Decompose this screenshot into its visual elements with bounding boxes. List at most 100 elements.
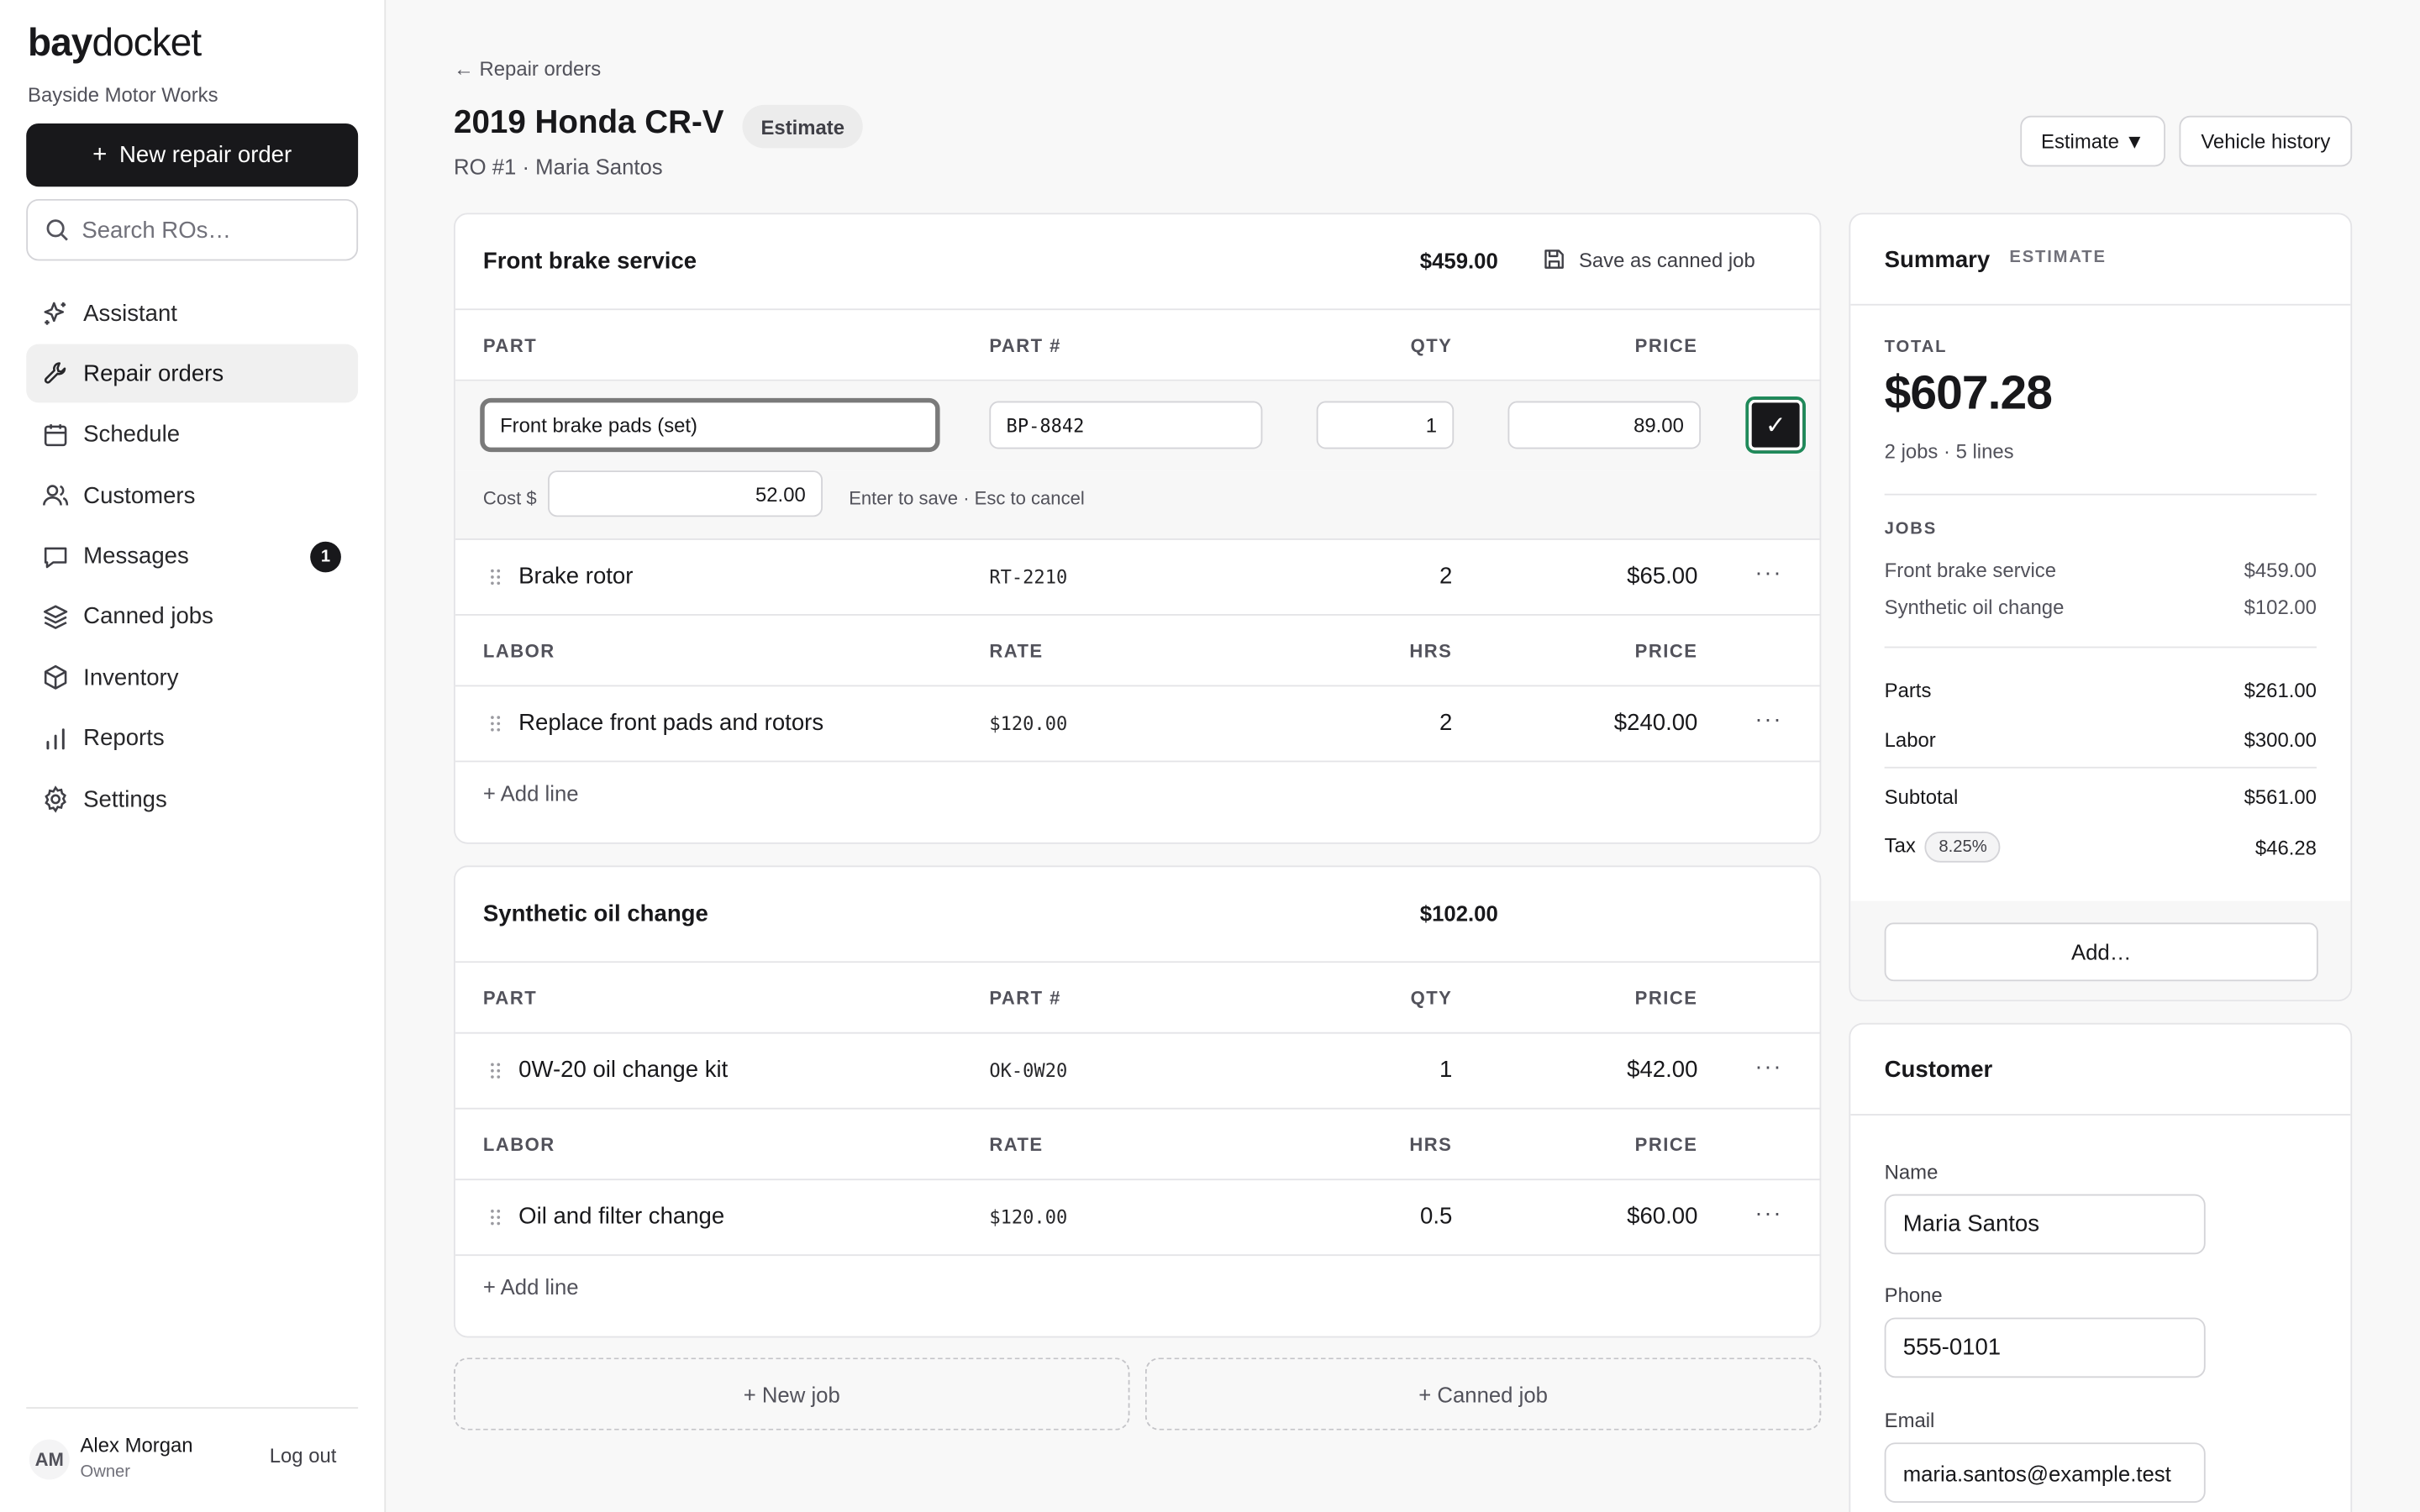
summary-status-tag: ESTIMATE: [2009, 248, 2107, 267]
table-row[interactable]: 0W-20 oil change kit OK-0W20 1 $42.00 ··…: [455, 1034, 1820, 1110]
add-line-button[interactable]: + Add line: [455, 762, 1820, 823]
parts-amount: $261.00: [2244, 679, 2317, 702]
new-repair-order-button[interactable]: + New repair order: [26, 123, 359, 187]
status-dropdown-button[interactable]: Estimate ▼: [2020, 115, 2165, 167]
job-total: $102.00: [1419, 900, 1498, 927]
sidebar-item-label: Inventory: [83, 664, 179, 691]
line-part-number: OK-0W20: [989, 1059, 1068, 1082]
subtotal-label: Subtotal: [1884, 785, 1959, 809]
divider: [1884, 493, 2317, 496]
customer-email-field[interactable]: maria.santos@example.test: [1884, 1442, 2206, 1503]
price-input[interactable]: 89.00: [1507, 401, 1702, 449]
sidebar-item-label: Settings: [83, 786, 167, 813]
line-qty: 2: [1439, 563, 1453, 590]
sidebar: baydocket Bayside Motor Works + New repa…: [0, 0, 387, 1512]
plus-icon: +: [92, 141, 108, 168]
table-row[interactable]: Oil and filter change $120.00 0.5 $60.00…: [455, 1180, 1820, 1257]
jobs-label: JOBS: [1884, 519, 1938, 539]
sidebar-item-schedule[interactable]: Schedule: [26, 406, 358, 465]
customer-name-field[interactable]: Maria Santos: [1884, 1194, 2206, 1255]
unread-badge: 1: [310, 540, 341, 572]
avatar[interactable]: AM: [29, 1439, 70, 1480]
user-name: Alex Morgan: [80, 1433, 193, 1457]
column-header-qty: QTY: [1410, 334, 1453, 357]
summary-title: Summary: [1884, 246, 1991, 274]
drag-handle-icon[interactable]: [489, 1062, 502, 1080]
tax-rate-badge[interactable]: 8.25%: [1924, 832, 2002, 863]
job-title[interactable]: Front brake service: [482, 248, 697, 275]
sidebar-item-repair-orders[interactable]: Repair orders: [26, 344, 359, 404]
sidebar-item-settings[interactable]: Settings: [26, 770, 358, 829]
ro-subtitle: RO #1 · Maria Santos: [454, 154, 663, 180]
line-description: Replace front pads and rotors: [518, 709, 824, 737]
bar-chart-icon: [42, 725, 70, 753]
customer-panel: Customer Name Maria Santos Phone 555-010…: [1849, 1022, 2353, 1512]
sidebar-item-customers[interactable]: Customers: [26, 466, 358, 525]
divider: [1884, 646, 2317, 648]
customer-phone-field[interactable]: 555-0101: [1884, 1317, 2206, 1378]
confirm-line-button[interactable]: ✓: [1745, 396, 1806, 454]
box-icon: [42, 664, 70, 691]
qty-input[interactable]: 1: [1316, 401, 1455, 449]
sidebar-item-inventory[interactable]: Inventory: [26, 648, 358, 707]
phone-label: Phone: [1884, 1284, 1943, 1307]
more-options-icon[interactable]: ···: [1754, 1200, 1783, 1227]
sidebar-item-assistant[interactable]: Assistant: [26, 284, 358, 343]
drag-handle-icon[interactable]: [489, 1208, 502, 1226]
more-options-icon[interactable]: ···: [1754, 706, 1783, 733]
column-header-part-number: PART #: [989, 987, 1061, 1010]
job-title[interactable]: Synthetic oil change: [482, 900, 708, 927]
line-hours: 0.5: [1420, 1203, 1453, 1230]
line-hours: 2: [1439, 709, 1453, 737]
tax-amount: $46.28: [2254, 835, 2317, 859]
job-card: Synthetic oil change $102.00 PART PART #…: [454, 865, 1822, 1338]
brand-logo[interactable]: baydocket: [28, 21, 202, 66]
line-qty: 1: [1439, 1057, 1453, 1084]
labor-row: Labor $300.00: [1885, 728, 2317, 752]
sidebar-item-label: Schedule: [83, 421, 181, 449]
back-link[interactable]: ← Repair orders: [454, 56, 602, 81]
labor-label: Labor: [1884, 727, 1936, 752]
table-row[interactable]: Replace front pads and rotors $120.00 2 …: [455, 686, 1820, 763]
cost-input[interactable]: 52.00: [548, 470, 823, 517]
column-header-rate: RATE: [989, 1134, 1044, 1156]
drag-handle-icon[interactable]: [489, 568, 502, 586]
sidebar-item-canned-jobs[interactable]: Canned jobs: [26, 588, 358, 647]
table-row[interactable]: Brake rotor RT-2210 2 $65.00 ···: [455, 540, 1820, 616]
sidebar-item-messages[interactable]: Messages 1: [26, 527, 358, 585]
canned-job-button[interactable]: + Canned job: [1144, 1357, 1822, 1431]
parts-column-header: PART PART # QTY PRICE: [455, 963, 1820, 1034]
summary-job-name: Front brake service: [1884, 558, 2057, 582]
customer-header: Customer: [1850, 1025, 2351, 1116]
part-description-input[interactable]: Front brake pads (set): [480, 397, 940, 453]
summary-footer: Add…: [1850, 900, 2351, 1000]
sidebar-item-label: Reports: [83, 725, 165, 752]
add-line-button[interactable]: + Add line: [455, 1256, 1820, 1317]
more-options-icon[interactable]: ···: [1754, 559, 1783, 586]
sidebar-item-label: Repair orders: [83, 360, 224, 387]
subtotal-amount: $561.00: [2244, 785, 2317, 809]
cost-label: Cost $: [482, 487, 537, 510]
add-button[interactable]: Add…: [1884, 922, 2318, 982]
drag-handle-icon[interactable]: [489, 714, 502, 732]
status-badge: Estimate: [742, 104, 864, 149]
edit-hint: Enter to save · Esc to cancel: [849, 487, 1085, 510]
line-price: $65.00: [1627, 563, 1698, 590]
new-job-button[interactable]: + New job: [454, 1357, 1130, 1431]
column-header-part-number: PART #: [989, 334, 1061, 357]
calendar-icon: [42, 421, 70, 449]
logout-button[interactable]: Log out: [269, 1444, 337, 1467]
line-description: Oil and filter change: [518, 1203, 725, 1230]
sidebar-item-reports[interactable]: Reports: [26, 709, 358, 768]
parts-column-header: PART PART # QTY PRICE: [455, 310, 1820, 381]
divider: [1884, 766, 2317, 769]
part-number-input[interactable]: BP-8842: [989, 401, 1263, 449]
search-input[interactable]: Search ROs…: [26, 198, 359, 261]
search-placeholder: Search ROs…: [82, 217, 231, 244]
vehicle-history-button[interactable]: Vehicle history: [2179, 115, 2353, 167]
labor-column-header: LABOR RATE HRS PRICE: [455, 1110, 1820, 1181]
more-options-icon[interactable]: ···: [1754, 1053, 1783, 1080]
message-icon: [42, 543, 70, 570]
save-as-canned-job-button[interactable]: Save as canned job: [1542, 247, 1755, 271]
parts-label: Parts: [1884, 679, 1932, 702]
